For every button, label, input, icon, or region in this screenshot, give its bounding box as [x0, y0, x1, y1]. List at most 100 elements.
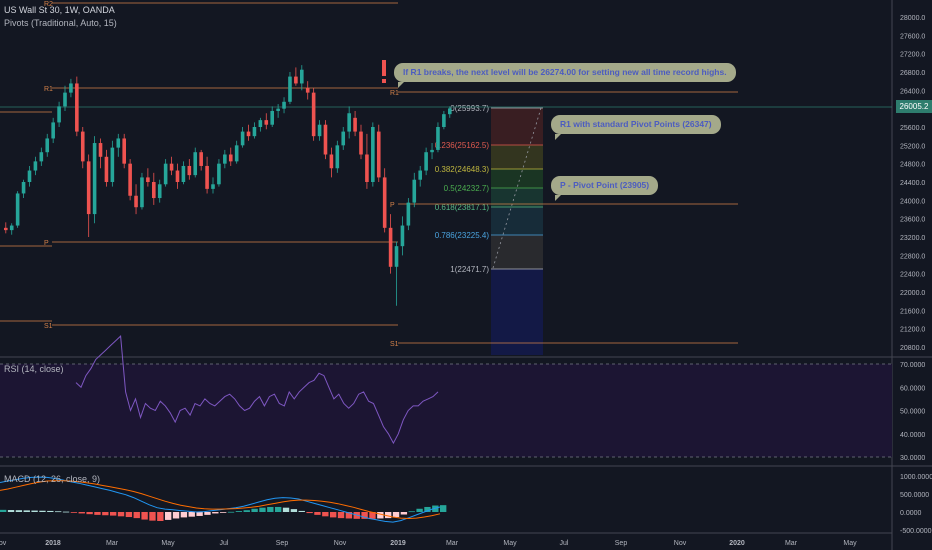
candle-body — [382, 177, 387, 228]
rsi-line — [75, 335, 439, 445]
pivots-indicator-label[interactable]: Pivots (Traditional, Auto, 15) — [4, 18, 117, 28]
pivot-label-r2: R2 — [44, 1, 53, 8]
candle-body — [341, 131, 346, 146]
rsi-band — [0, 364, 892, 457]
time-axis[interactable]: Nov 2018 Mar May Jul Sep Nov 2019 Mar May Jul Sep No… — [0, 540, 857, 547]
macd-histogram-bar — [235, 511, 243, 512]
callout-pivot-point[interactable]: P - Pivot Point (23905) — [551, 176, 659, 201]
pivot-label-r1-right: R1 — [390, 90, 399, 97]
macd-histogram-bar — [39, 510, 46, 512]
time-tick-label: Mar — [106, 540, 119, 547]
candle-body — [288, 76, 292, 102]
rsi-tick-label: 50.0000 — [900, 409, 925, 416]
fib-zone-0 — [491, 108, 543, 145]
rsi-indicator-label[interactable]: RSI (14, close) — [4, 364, 64, 374]
candle-body — [134, 195, 138, 208]
macd-histogram-bar — [141, 512, 148, 520]
fib-label-5: 0.786(23225.4) — [435, 231, 490, 240]
exclamation-icon — [382, 60, 386, 83]
price-tick-label: 23600.0 — [900, 217, 925, 224]
fib-label-3: 0.5(24232.7) — [444, 184, 490, 193]
price-tick-label: 22000.0 — [900, 290, 925, 297]
fib-zone-2 — [491, 169, 543, 188]
macd-histogram-bar — [23, 510, 30, 512]
macd-histogram-bar — [165, 512, 172, 520]
macd-histogram-bar — [157, 512, 164, 521]
macd-histogram-bar — [424, 506, 431, 512]
price-tick-label: 21600.0 — [900, 308, 925, 315]
macd-histogram-bar — [267, 506, 274, 512]
candle-body — [406, 202, 411, 226]
price-tick-label: 20800.0 — [900, 345, 925, 352]
price-tick-label: 27200.0 — [900, 52, 925, 59]
candle-body — [270, 110, 274, 125]
callout-r1-breakout[interactable]: If R1 breaks, the next level will be 262… — [394, 63, 736, 88]
macd-histogram-bar — [361, 512, 368, 519]
pivot-lines[interactable]: R2 R1 P S1 R1 P S1 — [0, 1, 738, 348]
candle-body — [27, 170, 32, 182]
rsi-tick-label: 60.0000 — [900, 385, 925, 392]
macd-histogram-bar — [306, 512, 313, 514]
candle-body — [329, 154, 334, 169]
callout-pivot-point-text: P - Pivot Point (23905) — [560, 180, 650, 190]
macd-histogram-bar — [102, 512, 109, 516]
macd-histogram-bar — [345, 512, 353, 519]
candle-body — [110, 147, 115, 182]
pivot-label-s1-right: S1 — [390, 341, 399, 348]
candle-body — [311, 92, 316, 137]
macd-histogram-bar — [70, 512, 78, 513]
macd-histogram-bar — [259, 507, 266, 512]
candle-body — [294, 76, 298, 84]
macd-indicator-label[interactable]: MACD (12, 26, close, 9) — [4, 474, 101, 484]
rsi-tick-label: 30.0000 — [900, 455, 925, 462]
macd-histogram-bar — [204, 512, 211, 515]
time-tick-label: May — [161, 540, 175, 547]
fib-label-2: 0.382(24648.3) — [435, 165, 490, 174]
pivot-label-p-right: P — [390, 202, 395, 209]
candlestick-series[interactable] — [4, 65, 452, 306]
callout-tail — [555, 195, 561, 201]
candle-body — [98, 143, 103, 157]
fib-label-4: 0.618(23817.1) — [435, 203, 490, 212]
time-tick-label: Jul — [220, 540, 229, 547]
candle-body — [169, 163, 174, 171]
time-tick-label: 2019 — [390, 540, 406, 547]
candle-body — [412, 179, 417, 203]
price-tick-label: 28000.0 — [900, 15, 925, 22]
candle-body — [75, 83, 79, 132]
macd-histogram-bar — [416, 508, 423, 512]
macd-histogram-bar — [290, 509, 298, 512]
macd-histogram-bar — [385, 512, 392, 519]
candle-body — [86, 161, 91, 215]
price-tick-label: 22800.0 — [900, 253, 925, 260]
candle-body — [193, 152, 198, 176]
pivot-label-s1: S1 — [44, 323, 53, 330]
candle-body — [371, 127, 375, 182]
candle-body — [128, 163, 132, 196]
macd-histogram-bar — [392, 512, 400, 518]
callout-tail — [555, 134, 561, 140]
candle-body — [234, 145, 239, 162]
macd-series[interactable] — [0, 476, 447, 523]
macd-histogram-bar — [314, 512, 321, 515]
symbol-title[interactable]: US Wall St 30, 1W, OANDA — [4, 5, 115, 15]
candle-body — [175, 170, 180, 182]
candle-body — [424, 152, 428, 171]
time-tick-label: Mar — [785, 540, 798, 547]
macd-axis[interactable]: 1000.0000 500.0000 0.0000 -500.0000 — [900, 474, 932, 535]
macd-histogram-bar — [0, 509, 7, 512]
rsi-tick-label: 40.0000 — [900, 432, 925, 439]
candle-body — [152, 182, 156, 199]
fibonacci-retracement[interactable]: 0(25993.7) 0.236(25162.5) 0.382(24648.3)… — [435, 104, 543, 355]
rsi-series[interactable] — [75, 335, 439, 445]
macd-histogram-bar — [227, 511, 235, 513]
candle-body — [69, 83, 73, 93]
time-tick-label: Nov — [674, 540, 687, 547]
price-tick-label: 26800.0 — [900, 70, 925, 77]
rsi-axis[interactable]: 70.0000 60.0000 50.0000 40.0000 30.0000 — [900, 362, 925, 462]
candle-body — [80, 131, 85, 162]
candle-body — [9, 225, 14, 231]
callout-r1-standard[interactable]: R1 with standard Pivot Points (26347) — [551, 115, 721, 140]
